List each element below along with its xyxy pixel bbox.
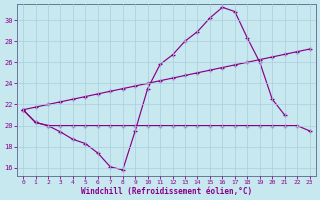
X-axis label: Windchill (Refroidissement éolien,°C): Windchill (Refroidissement éolien,°C) xyxy=(81,187,252,196)
